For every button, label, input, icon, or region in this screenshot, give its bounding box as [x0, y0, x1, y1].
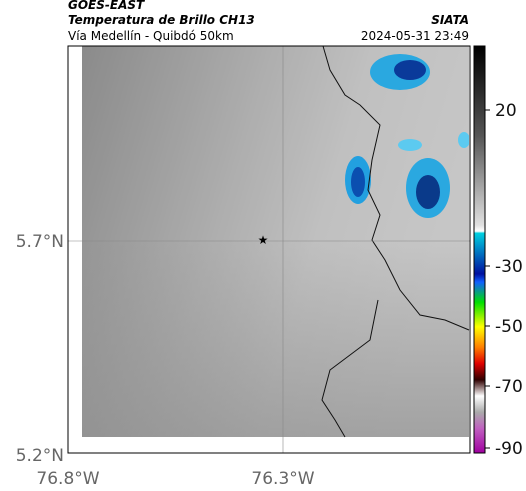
lat-label: 5.7°N [16, 232, 64, 252]
colorbar-label: -30 [495, 257, 523, 277]
lon-label: 76.3°W [251, 469, 314, 489]
colorbar-label: -70 [495, 377, 523, 397]
source: SIATA [431, 13, 469, 27]
border-line [321, 45, 470, 438]
colorbar-label: -50 [495, 317, 523, 337]
cold-cloud [458, 132, 469, 148]
satellite-image [82, 46, 469, 437]
title: GOES-EAST [68, 0, 145, 12]
timestamp: 2024-05-31 23:49 [361, 29, 469, 43]
location-star: ★ [258, 233, 269, 247]
image-shade [82, 240, 469, 437]
route: Vía Medellín - Quibdó 50km [68, 29, 234, 43]
cold-core [394, 60, 426, 80]
colorbar [473, 45, 486, 454]
cold-core [351, 167, 365, 197]
cold-cloud [398, 139, 422, 151]
cold-core [416, 175, 440, 209]
colorbar-label: 20 [495, 101, 517, 121]
map-frame [67, 45, 471, 454]
subtitle: Temperatura de Brillo CH13 [68, 13, 255, 27]
colorbar-ticks [485, 109, 490, 449]
lat-label: 5.2°N [16, 446, 64, 466]
colorbar-label: -90 [495, 439, 523, 459]
lon-label: 76.8°W [36, 469, 99, 489]
